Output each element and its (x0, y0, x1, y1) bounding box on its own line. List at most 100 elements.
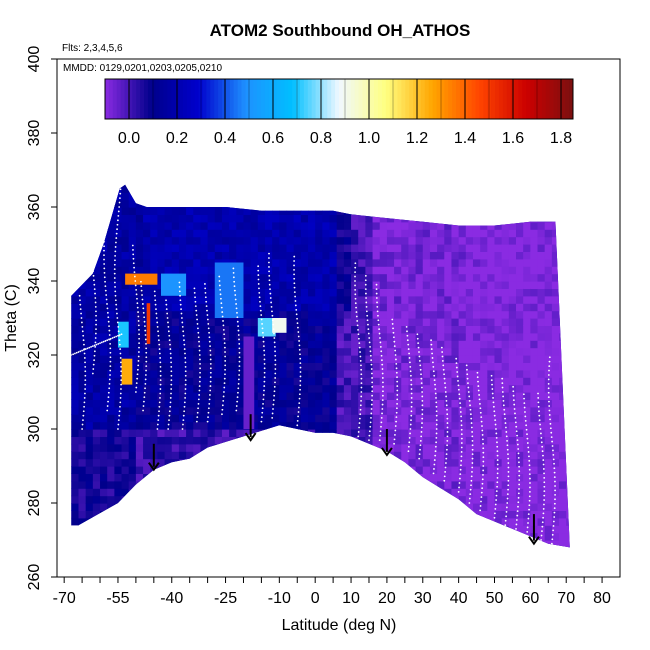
heatmap-cell (171, 525, 180, 534)
heatmap-cell (465, 540, 474, 548)
flight-track-dot (137, 315, 140, 318)
heatmap-cell (286, 295, 295, 304)
heatmap-cell (71, 318, 80, 326)
heatmap-cell (422, 288, 431, 297)
heatmap-cell (286, 369, 295, 378)
heatmap-cell (494, 488, 503, 497)
heatmap-cell (100, 184, 108, 186)
heatmap-cell (229, 355, 237, 363)
heatmap-cell (516, 458, 524, 467)
flight-track-dot (92, 363, 95, 366)
flight-track-dot (471, 457, 474, 460)
heatmap-cell (164, 310, 173, 319)
heatmap-cell (250, 547, 259, 548)
flight-track-dot (94, 292, 96, 295)
heatmap-cell (264, 540, 273, 548)
heatmap-cell (551, 355, 560, 363)
flight-track-dot (198, 380, 201, 383)
heatmap-cell (365, 377, 374, 386)
heatmap-cell (537, 466, 546, 474)
heatmap-cell (264, 532, 273, 541)
flight-track-dot (154, 294, 156, 297)
heatmap-cell (551, 273, 560, 282)
flight-track-dot (145, 356, 148, 359)
heatmap-cell (508, 399, 517, 408)
heatmap-cell (336, 288, 345, 297)
heatmap-cell (343, 355, 352, 363)
flight-track-dot (365, 297, 367, 299)
heatmap-cell (329, 406, 338, 415)
heatmap-cell (92, 355, 101, 363)
flight-track-dot (263, 376, 266, 379)
flight-track-dot (270, 306, 273, 308)
heatmap-cell (516, 184, 524, 193)
heatmap-cell (71, 555, 79, 563)
heatmap-cell (272, 184, 280, 186)
heatmap-cell (200, 273, 209, 282)
heatmap-cell (365, 458, 374, 467)
heatmap-cell (322, 273, 331, 282)
heatmap-cell (143, 458, 151, 467)
heatmap-cell (487, 503, 496, 511)
heatmap-cell (71, 214, 80, 223)
heatmap-cell (71, 451, 80, 460)
flight-track-dot (540, 441, 543, 444)
heatmap-cell (214, 458, 223, 467)
heatmap-cell (171, 510, 180, 519)
heatmap-cell (121, 547, 130, 548)
heatmap-cell (171, 503, 180, 511)
heatmap-cell (92, 244, 101, 252)
heatmap-cell (494, 458, 503, 467)
heatmap-cell (279, 540, 288, 548)
heatmap-cell (336, 547, 345, 548)
heatmap-cell (71, 362, 80, 371)
heatmap-cell (472, 340, 481, 349)
heatmap-cell (551, 443, 560, 452)
heatmap-cell (143, 488, 151, 497)
heatmap-cell (351, 525, 359, 534)
heatmap-cell (551, 377, 560, 386)
flight-track-dot (104, 285, 107, 288)
flight-track-dot (482, 447, 485, 450)
heatmap-cell (308, 488, 316, 497)
heatmap-cell (508, 229, 517, 238)
heatmap-cell (551, 251, 560, 260)
heatmap-cell (207, 244, 216, 252)
heatmap-cell (164, 184, 173, 186)
heatmap-cell (422, 429, 431, 437)
flight-track-dot (371, 372, 373, 375)
flight-track-dot (482, 456, 485, 459)
flight-track-dot (116, 321, 119, 324)
heatmap-cell (516, 355, 524, 363)
heatmap-cell (85, 295, 94, 304)
heatmap-cell (472, 221, 481, 230)
heatmap-cell (487, 451, 496, 460)
heatmap-cell (85, 466, 94, 474)
heatmap-cell (128, 451, 137, 460)
flight-track-dot (114, 294, 117, 297)
heatmap-cell (551, 503, 560, 511)
heatmap-cell (279, 229, 288, 238)
flight-track-dot (506, 493, 509, 496)
flight-track-dot (513, 403, 516, 406)
heatmap-cell (200, 347, 209, 356)
heatmap-cell (193, 414, 202, 423)
heatmap-cell (193, 421, 202, 430)
heatmap-cell (372, 510, 381, 519)
flight-track-dot (159, 383, 162, 386)
flight-track-dot (236, 311, 238, 314)
heatmap-cell (121, 229, 130, 238)
heatmap-cell (537, 192, 546, 201)
heatmap-cell (171, 369, 180, 378)
heatmap-cell (250, 184, 259, 193)
heatmap-cell (257, 377, 266, 386)
heatmap-cell (544, 503, 553, 511)
flight-track-dot (258, 287, 260, 290)
heatmap-cell (171, 214, 180, 223)
heatmap-cell (85, 392, 94, 400)
heatmap-cell (508, 258, 517, 267)
heatmap-cell (501, 266, 510, 275)
flight-track-dot (117, 219, 119, 222)
heatmap-cell (386, 340, 395, 349)
flight-track-dot (355, 306, 357, 309)
